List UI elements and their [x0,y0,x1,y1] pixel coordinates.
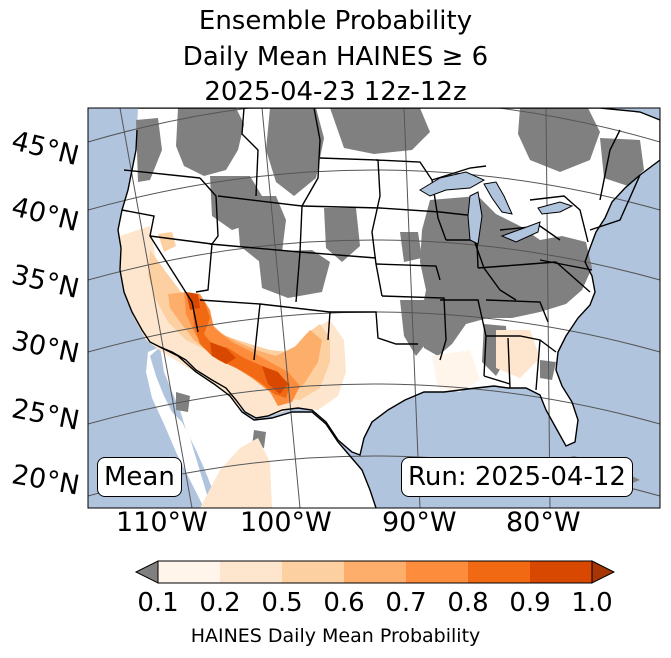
colorbar-tick-2: 0.5 [261,588,303,618]
colorbar-segment-5 [406,561,468,583]
title-line-1: Ensemble Probability [198,6,473,36]
state-borders [117,108,660,508]
colorbar-tick-3: 0.6 [323,588,365,618]
colorbar-frame [157,560,593,584]
land-baja [146,347,214,508]
colorbar-under-arrow [134,560,159,584]
colorbar-tick-6: 0.9 [509,588,551,618]
colorbar-tick-7: 1.0 [571,588,613,618]
colorbar-segment-4 [344,561,406,583]
probability-shading [120,226,540,508]
title-line-2: Daily Mean HAINES ≥ 6 [182,42,489,72]
mean-box: Mean [97,457,182,497]
colorbar-segment-6 [468,561,530,583]
colorbar-tick-1: 0.2 [199,588,241,618]
colorbar-segment-2 [220,561,282,583]
colorbar-segment-7 [530,561,592,583]
lon-label-110: 110°W [116,507,208,538]
colorbar-over-arrow [591,560,616,584]
run-date-box: Run: 2025-04-12 [401,457,633,497]
colorbar-tick-0: 0.1 [137,588,179,618]
map-area [88,108,660,508]
great-lakes [419,171,574,245]
land-mexico [160,347,376,508]
map-frame [87,107,661,509]
lon-label-80: 80°W [506,507,581,538]
lon-label-90: 90°W [382,507,457,538]
colorbar-segment-3 [282,561,344,583]
title-line-3: 2025-04-23 12z-12z [204,77,467,107]
colorbar-label: HAINES Daily Mean Probability [190,625,481,647]
lon-label-100: 100°W [240,507,332,538]
colorbar-tick-4: 0.7 [385,588,427,618]
colorbar-tick-5: 0.8 [447,588,489,618]
colorbar [134,560,616,584]
colorbar-segment-1 [158,561,220,583]
